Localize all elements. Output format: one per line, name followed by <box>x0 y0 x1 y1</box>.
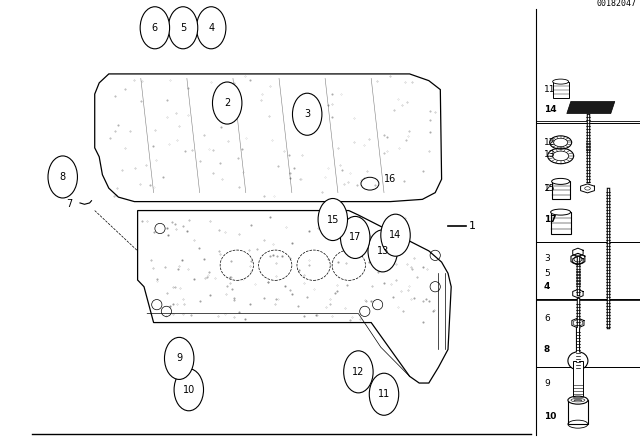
Ellipse shape <box>318 198 348 241</box>
Text: 11: 11 <box>544 85 556 94</box>
Text: 5: 5 <box>544 269 550 278</box>
Text: 14: 14 <box>544 105 557 114</box>
Text: 17: 17 <box>349 233 362 242</box>
Text: 13: 13 <box>544 150 556 159</box>
Polygon shape <box>567 102 615 113</box>
Text: 8: 8 <box>60 172 66 182</box>
Ellipse shape <box>344 351 373 393</box>
Ellipse shape <box>381 214 410 256</box>
Text: 4: 4 <box>544 282 550 291</box>
Text: 5: 5 <box>180 23 186 33</box>
Ellipse shape <box>568 352 588 370</box>
Text: 9: 9 <box>544 379 550 388</box>
Text: 6: 6 <box>544 314 550 323</box>
Ellipse shape <box>368 230 397 272</box>
Ellipse shape <box>550 209 571 215</box>
Text: 9: 9 <box>176 353 182 363</box>
Bar <box>550 212 571 234</box>
Text: 4: 4 <box>208 23 214 33</box>
Text: 13: 13 <box>376 246 389 256</box>
Ellipse shape <box>196 7 226 49</box>
Text: 3: 3 <box>304 109 310 119</box>
Ellipse shape <box>212 82 242 124</box>
Text: 00182047: 00182047 <box>596 0 637 8</box>
Bar <box>568 400 588 424</box>
Text: 12: 12 <box>352 367 365 377</box>
Text: 6: 6 <box>152 23 158 33</box>
Ellipse shape <box>552 178 570 185</box>
Ellipse shape <box>292 93 322 135</box>
Bar <box>552 181 570 199</box>
Text: 1: 1 <box>469 221 476 231</box>
Ellipse shape <box>369 373 399 415</box>
Bar <box>573 361 583 399</box>
Ellipse shape <box>164 337 194 379</box>
Ellipse shape <box>340 216 370 258</box>
Text: 10: 10 <box>182 385 195 395</box>
Ellipse shape <box>140 7 170 49</box>
Text: 17: 17 <box>544 215 557 224</box>
Text: 14: 14 <box>389 230 402 240</box>
Ellipse shape <box>168 7 198 49</box>
Text: 10: 10 <box>544 412 556 421</box>
Ellipse shape <box>174 369 204 411</box>
Ellipse shape <box>568 396 588 404</box>
Ellipse shape <box>553 151 569 161</box>
Text: 2: 2 <box>224 98 230 108</box>
Text: 15: 15 <box>544 184 556 193</box>
Text: 3: 3 <box>544 254 550 263</box>
Text: 2: 2 <box>544 184 550 193</box>
Text: 8: 8 <box>544 345 550 354</box>
Text: 7: 7 <box>66 199 72 209</box>
Text: 12: 12 <box>544 138 556 147</box>
Bar <box>553 82 569 98</box>
Text: 16: 16 <box>384 174 396 184</box>
Text: 11: 11 <box>378 389 390 399</box>
Text: 15: 15 <box>326 215 339 224</box>
Ellipse shape <box>48 156 77 198</box>
Ellipse shape <box>554 138 568 146</box>
Ellipse shape <box>553 79 569 84</box>
